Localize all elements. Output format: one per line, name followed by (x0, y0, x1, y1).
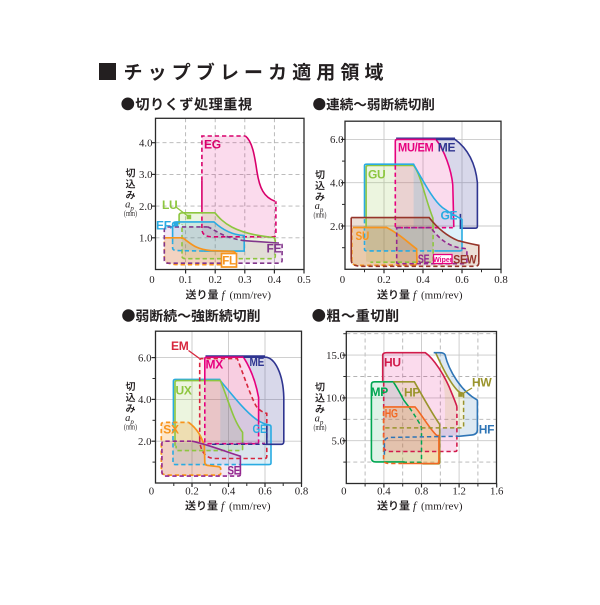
svg-text:6.0: 6.0 (330, 134, 344, 146)
svg-text:f: f (221, 501, 226, 513)
svg-text:HU: HU (384, 356, 401, 370)
svg-text:MU/EM: MU/EM (398, 141, 434, 155)
svg-text:(mm/rev): (mm/rev) (230, 290, 272, 302)
svg-text:SE: SE (418, 252, 430, 266)
svg-text:f: f (222, 290, 227, 302)
svg-text:0: 0 (340, 274, 345, 286)
svg-text:0.8: 0.8 (415, 486, 429, 498)
svg-text:Wiper: Wiper (433, 257, 453, 264)
svg-text:FE: FE (267, 242, 282, 256)
svg-text:2.0: 2.0 (330, 221, 344, 233)
svg-text:1.2: 1.2 (452, 486, 466, 498)
svg-text:0.5: 0.5 (297, 274, 311, 286)
svg-text:HG: HG (385, 407, 398, 421)
svg-text:4.0: 4.0 (138, 394, 152, 406)
svg-text:0.4: 0.4 (268, 274, 282, 286)
svg-text:(mm): (mm) (124, 209, 137, 218)
svg-text:0.6: 0.6 (258, 486, 272, 498)
svg-text:(mm): (mm) (124, 422, 137, 431)
svg-text:2.0: 2.0 (138, 436, 152, 448)
svg-text:LU: LU (162, 198, 177, 212)
svg-text:FL: FL (222, 255, 236, 267)
svg-text:0.4: 0.4 (377, 486, 391, 498)
svg-text:0: 0 (149, 274, 154, 286)
svg-text:0.1: 0.1 (179, 274, 193, 286)
svg-text:0.2: 0.2 (208, 274, 222, 286)
svg-text:0: 0 (149, 486, 154, 498)
svg-text:15.0: 15.0 (326, 350, 345, 362)
svg-text:SEW: SEW (453, 253, 477, 267)
svg-text:(mm/rev): (mm/rev) (421, 501, 463, 513)
svg-text:0.8: 0.8 (295, 486, 309, 498)
svg-text:2.0: 2.0 (139, 201, 153, 213)
svg-text:10.0: 10.0 (326, 393, 345, 405)
svg-text:ap: ap (125, 199, 134, 212)
svg-text:4.0: 4.0 (330, 178, 344, 190)
svg-text:0.2: 0.2 (185, 486, 199, 498)
svg-text:0.6: 0.6 (455, 274, 469, 286)
svg-text:4.0: 4.0 (139, 138, 153, 150)
svg-text:f: f (413, 501, 418, 513)
svg-text:0: 0 (341, 486, 346, 498)
svg-text:(mm/rev): (mm/rev) (229, 501, 271, 513)
svg-text:HF: HF (479, 423, 494, 437)
svg-text:MX: MX (206, 358, 224, 372)
svg-text:6.0: 6.0 (138, 352, 152, 364)
svg-text:MP: MP (371, 385, 389, 399)
svg-text:EM: EM (171, 339, 189, 353)
svg-text:(mm): (mm) (314, 211, 327, 220)
svg-text:1.6: 1.6 (490, 486, 504, 498)
svg-text:ap: ap (315, 413, 324, 426)
svg-text:ap: ap (125, 413, 134, 426)
svg-text:GE: GE (253, 422, 267, 436)
svg-text:SX: SX (163, 423, 179, 437)
svg-text:GE: GE (441, 209, 458, 223)
svg-text:GU: GU (368, 168, 385, 182)
svg-text:3.0: 3.0 (139, 169, 153, 181)
svg-text:UX: UX (176, 384, 192, 398)
svg-text:0.2: 0.2 (377, 274, 391, 286)
svg-text:(mm/rev): (mm/rev) (421, 290, 463, 302)
svg-text:HW: HW (472, 376, 492, 390)
svg-text:f: f (413, 290, 418, 302)
svg-text:1.0: 1.0 (139, 233, 153, 245)
svg-text:ME: ME (438, 141, 456, 155)
svg-text:0.4: 0.4 (416, 274, 430, 286)
svg-text:(mm): (mm) (314, 423, 327, 432)
svg-text:0.4: 0.4 (222, 486, 236, 498)
svg-text:SU: SU (356, 229, 370, 243)
svg-text:HP: HP (404, 385, 420, 399)
svg-text:0.3: 0.3 (238, 274, 252, 286)
svg-text:ME: ME (250, 355, 265, 369)
svg-text:0.8: 0.8 (494, 274, 508, 286)
svg-text:5.0: 5.0 (332, 436, 346, 448)
svg-text:EF: EF (156, 219, 171, 233)
svg-text:SE: SE (228, 464, 241, 478)
svg-text:EG: EG (204, 137, 221, 151)
svg-text:ap: ap (315, 201, 324, 214)
